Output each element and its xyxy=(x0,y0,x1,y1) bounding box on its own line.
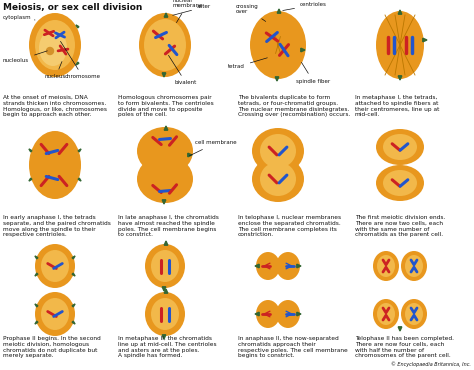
Polygon shape xyxy=(188,153,192,157)
Ellipse shape xyxy=(252,156,304,202)
Polygon shape xyxy=(78,149,81,152)
Ellipse shape xyxy=(260,162,296,196)
Polygon shape xyxy=(35,304,38,307)
Text: In anaphase II, the now-separated
chromatids approach their
respective poles. Th: In anaphase II, the now-separated chroma… xyxy=(238,336,348,359)
Ellipse shape xyxy=(145,292,185,336)
Polygon shape xyxy=(162,200,166,204)
Polygon shape xyxy=(301,48,305,52)
Text: At the onset of meiosis, DNA
strands thicken into chromosomes.
Homologous, or li: At the onset of meiosis, DNA strands thi… xyxy=(3,95,107,117)
Polygon shape xyxy=(423,38,427,42)
Text: In metaphase II, the chromatids
line up at mid-cell. The centrioles
and asters a: In metaphase II, the chromatids line up … xyxy=(118,336,217,359)
Ellipse shape xyxy=(376,165,424,201)
Ellipse shape xyxy=(29,13,81,77)
Ellipse shape xyxy=(144,19,186,71)
Ellipse shape xyxy=(41,298,69,330)
Ellipse shape xyxy=(405,255,423,277)
Polygon shape xyxy=(275,77,279,81)
Polygon shape xyxy=(398,327,402,331)
Ellipse shape xyxy=(46,47,54,54)
Polygon shape xyxy=(277,9,281,13)
Polygon shape xyxy=(164,13,168,17)
Ellipse shape xyxy=(405,303,423,325)
Ellipse shape xyxy=(401,251,427,281)
Polygon shape xyxy=(35,273,38,276)
Text: In telophase I, nuclear membranes
enclose the separated chromatids.
The cell mem: In telophase I, nuclear membranes enclos… xyxy=(238,215,341,238)
Polygon shape xyxy=(162,287,166,291)
Ellipse shape xyxy=(376,129,424,165)
Text: The bivalents duplicate to form
tetrads, or four-chromatid groups.
The nuclear m: The bivalents duplicate to form tetrads,… xyxy=(238,95,350,117)
Polygon shape xyxy=(162,73,166,77)
Ellipse shape xyxy=(276,300,300,328)
Text: In late anaphase I, the chromatids
have almost reached the spindle
poles. The ce: In late anaphase I, the chromatids have … xyxy=(118,215,219,238)
Polygon shape xyxy=(297,264,301,268)
Polygon shape xyxy=(35,256,38,259)
Ellipse shape xyxy=(137,127,193,175)
Ellipse shape xyxy=(260,134,296,168)
Text: aster: aster xyxy=(173,4,211,15)
Ellipse shape xyxy=(383,134,417,160)
Text: spindle fiber: spindle fiber xyxy=(296,63,330,84)
Ellipse shape xyxy=(35,292,75,336)
Ellipse shape xyxy=(256,252,280,280)
Text: cytoplasm: cytoplasm xyxy=(3,14,35,20)
Ellipse shape xyxy=(383,170,417,196)
Polygon shape xyxy=(255,312,259,316)
Text: nucleolus: nucleolus xyxy=(3,51,47,64)
Polygon shape xyxy=(164,126,168,130)
Polygon shape xyxy=(72,304,75,307)
Ellipse shape xyxy=(401,299,427,329)
Polygon shape xyxy=(255,264,259,268)
Polygon shape xyxy=(72,256,75,259)
Text: Prophase II begins. In the second
meiotic division, homologous
chromatids do not: Prophase II begins. In the second meioti… xyxy=(3,336,101,359)
Text: The first meiotic division ends.
There are now two cells, each
with the same num: The first meiotic division ends. There a… xyxy=(355,215,446,238)
Ellipse shape xyxy=(35,244,75,288)
Text: Meiosis, or sex cell division: Meiosis, or sex cell division xyxy=(3,3,142,12)
Polygon shape xyxy=(78,178,81,181)
Ellipse shape xyxy=(252,128,304,174)
Ellipse shape xyxy=(145,244,185,288)
Polygon shape xyxy=(164,289,168,293)
Text: centrioles: centrioles xyxy=(283,3,327,10)
Ellipse shape xyxy=(39,30,67,66)
Ellipse shape xyxy=(377,255,395,277)
Polygon shape xyxy=(398,76,402,80)
Text: tetrad: tetrad xyxy=(228,58,267,70)
Ellipse shape xyxy=(256,300,280,328)
Ellipse shape xyxy=(139,13,191,77)
Ellipse shape xyxy=(373,251,399,281)
Text: Telophase II has been completed.
There are now four cells, each
with half the nu: Telophase II has been completed. There a… xyxy=(355,336,454,359)
Polygon shape xyxy=(162,335,166,339)
Ellipse shape xyxy=(376,11,424,79)
Ellipse shape xyxy=(35,20,75,70)
Ellipse shape xyxy=(373,299,399,329)
Ellipse shape xyxy=(377,303,395,325)
Text: In early anaphase I, the tetrads
separate, and the paired chromatids
move along : In early anaphase I, the tetrads separat… xyxy=(3,215,111,238)
Polygon shape xyxy=(72,273,75,276)
Text: chromosome: chromosome xyxy=(61,41,101,80)
Ellipse shape xyxy=(29,131,81,199)
Ellipse shape xyxy=(41,250,69,282)
Polygon shape xyxy=(164,241,168,245)
Text: In metaphase I, the tetrads,
attached to spindle fibers at
their centromeres, li: In metaphase I, the tetrads, attached to… xyxy=(355,95,439,117)
Text: cell membrane: cell membrane xyxy=(190,141,237,156)
Polygon shape xyxy=(29,178,32,181)
Text: © Encyclopaedia Britannica, Inc.: © Encyclopaedia Britannica, Inc. xyxy=(391,361,471,367)
Ellipse shape xyxy=(151,250,179,282)
Text: nuclear
membrane: nuclear membrane xyxy=(173,0,203,23)
Text: crossing
over: crossing over xyxy=(236,4,266,21)
Polygon shape xyxy=(29,149,32,152)
Ellipse shape xyxy=(276,252,300,280)
Polygon shape xyxy=(72,321,75,324)
Polygon shape xyxy=(76,62,79,65)
Text: Homologous chromosomes pair
to form bivalents. The centrioles
divide and move to: Homologous chromosomes pair to form biva… xyxy=(118,95,214,117)
Polygon shape xyxy=(398,10,402,14)
Ellipse shape xyxy=(151,298,179,330)
Ellipse shape xyxy=(137,155,193,203)
Polygon shape xyxy=(35,321,38,324)
Text: nucleus: nucleus xyxy=(45,61,66,80)
Polygon shape xyxy=(76,25,79,28)
Polygon shape xyxy=(297,312,301,316)
Ellipse shape xyxy=(250,11,306,79)
Text: bivalent: bivalent xyxy=(168,56,197,85)
